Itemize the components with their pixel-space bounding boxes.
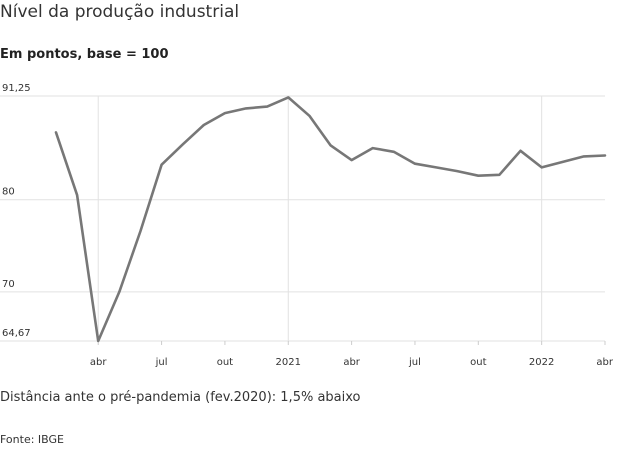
y-tick-label: 91,25 (2, 83, 31, 94)
pre-pandemic-note: Distância ante o pré-pandemia (fev.2020)… (0, 390, 361, 405)
x-tick-label: 2022 (529, 357, 554, 368)
chart-subtitle: Em pontos, base = 100 (0, 47, 169, 62)
line-chart: 91,25 80 70 64,67 abr jul out 2021 abr jul out 2022… (0, 83, 614, 368)
x-tick-label: abr (596, 357, 613, 368)
y-tick-label: 70 (2, 279, 15, 290)
x-tick-label: jul (155, 357, 168, 368)
x-tick-label: jul (408, 357, 421, 368)
series-line (54, 96, 607, 343)
chart-title: Nível da produção industrial (0, 2, 240, 22)
x-tick-label: out (470, 357, 486, 368)
y-tick-label: 64,67 (2, 328, 31, 339)
y-tick-label: 80 (2, 187, 15, 198)
source-note: Fonte: IBGE (0, 433, 64, 446)
x-tick-label: abr (90, 357, 107, 368)
x-tick-label: abr (343, 357, 360, 368)
x-tick-label: out (217, 357, 233, 368)
x-tick-label: 2021 (276, 357, 301, 368)
